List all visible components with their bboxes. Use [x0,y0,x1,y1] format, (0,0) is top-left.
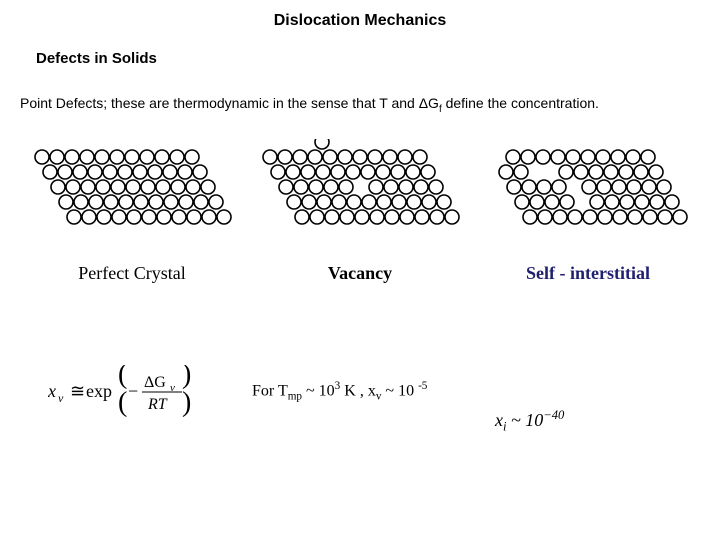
svg-text:): ) [182,387,191,418]
diagram-self-interstitial [488,139,688,249]
diagram-perfect-crystal [32,139,232,249]
svg-text:ΔG: ΔG [144,374,166,391]
equation-xv: x v ≅ exp ( ( − ΔG v RT ) ) [48,365,208,424]
equation-xi: xi ~ 10−40 [495,408,564,435]
eqmid-p4: ~ 10 [381,382,418,399]
equation-tmp: For Tmp ~ 103 K , xv ~ 10 -5 [252,380,427,403]
eqr-sup1: −40 [543,408,564,422]
svg-text:v: v [170,382,175,394]
eqmid-sub1: mp [288,391,302,403]
eqmid-sup2: -5 [418,380,427,392]
eqr-p2: ~ 10 [507,410,544,430]
svg-text:RT: RT [147,396,168,413]
svg-text:(: ( [118,387,127,418]
desc-prefix: Point Defects; these are thermodynamic i… [20,95,439,111]
svg-text:exp: exp [86,381,112,401]
eqmid-p1: For T [252,382,288,399]
desc-suffix: define the concentration. [442,95,599,111]
lattice-selfint-svg [488,139,688,249]
svg-text:−: − [128,381,138,401]
label-vacancy: Vacancy [260,263,460,284]
svg-text:v: v [58,391,64,405]
description-text: Point Defects; these are thermodynamic i… [0,67,720,115]
section-subtitle: Defects in Solids [0,30,720,67]
diagram-vacancy [260,139,460,249]
lattice-vacancy-svg [260,139,460,249]
eqmid-p2: ~ 10 [306,382,335,399]
eqmid-p3: K , x [340,382,376,399]
equation-xv-svg: x v ≅ exp ( ( − ΔG v RT ) ) [48,365,208,419]
diagram-row [0,139,720,249]
diagram-labels: Perfect Crystal Vacancy Self - interstit… [0,263,720,284]
page-title: Dislocation Mechanics [0,0,720,30]
lattice-perfect-svg [32,139,232,249]
label-selfint: Self - interstitial [488,263,688,284]
label-perfect: Perfect Crystal [32,263,232,284]
eqr-p1: x [495,410,503,430]
svg-text:≅: ≅ [70,381,85,401]
svg-text:x: x [48,381,56,401]
